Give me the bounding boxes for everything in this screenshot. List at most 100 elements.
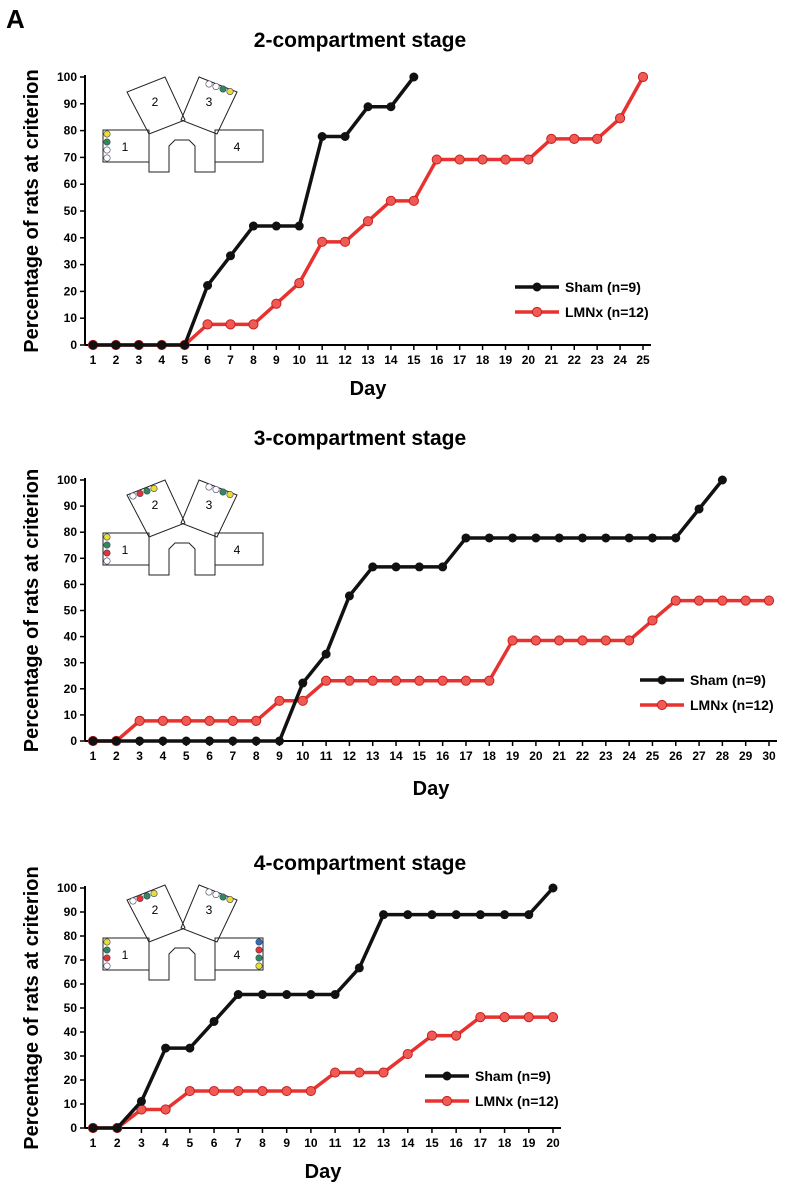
x-tick-label: 5 [186, 1136, 193, 1150]
y-tick-label: 10 [64, 311, 78, 325]
x-tick-label: 15 [413, 749, 427, 763]
chart-title: 2-compartment stage [254, 29, 466, 52]
x-tick-label: 9 [276, 749, 283, 763]
data-point-sham [298, 678, 308, 688]
x-tick-label: 25 [636, 353, 650, 367]
inset-object-marker [103, 549, 111, 557]
data-point-lmnx [451, 1030, 462, 1041]
data-point-lmnx [248, 319, 259, 330]
x-tick-label: 21 [553, 749, 567, 763]
data-point-sham [306, 990, 316, 1000]
legend-label: LMNx (n=12) [475, 1093, 559, 1109]
inset-object-marker [205, 888, 213, 896]
data-point-sham [554, 533, 564, 543]
data-point-lmnx [500, 154, 511, 165]
inset-room-label: 1 [122, 543, 129, 557]
x-tick-label: 22 [568, 353, 582, 367]
data-point-lmnx [160, 1104, 171, 1115]
y-axis-label: Percentage of rats at criterion [21, 866, 43, 1149]
data-point-sham [500, 910, 510, 920]
inset-room-label: 4 [234, 140, 241, 154]
legend-swatch-marker [657, 675, 667, 685]
x-tick-label: 7 [227, 353, 234, 367]
x-tick-label: 16 [436, 749, 450, 763]
panel-letter: A [6, 4, 25, 34]
x-tick-label: 30 [762, 749, 776, 763]
legend-swatch-marker [442, 1071, 452, 1081]
data-point-sham [524, 910, 534, 920]
series-line-lmnx [93, 76, 645, 347]
data-point-sham [248, 221, 258, 231]
y-tick-label: 40 [64, 1025, 78, 1039]
data-point-lmnx [477, 154, 488, 165]
x-tick-label: 18 [476, 353, 490, 367]
x-tick-label: 4 [160, 749, 167, 763]
data-point-lmnx [134, 715, 145, 727]
data-point-lmnx [305, 1085, 316, 1097]
data-point-sham [414, 562, 424, 572]
data-point-lmnx [274, 695, 285, 706]
data-point-lmnx [637, 71, 649, 83]
y-tick-label: 20 [64, 284, 78, 298]
x-tick-label: 3 [138, 1136, 145, 1150]
inset-object-marker [219, 488, 227, 496]
data-point-sham [209, 1016, 219, 1026]
data-point-lmnx [294, 277, 305, 289]
data-point-lmnx [530, 635, 541, 646]
data-point-sham [344, 591, 354, 601]
data-point-sham [282, 990, 292, 1000]
data-point-sham [531, 533, 541, 543]
inset-object-marker [219, 85, 227, 93]
data-point-lmnx [763, 595, 775, 606]
data-point-sham [233, 990, 243, 1000]
data-point-sham [251, 736, 261, 746]
inset-room-label: 4 [234, 948, 241, 962]
data-point-lmnx [546, 133, 557, 145]
x-tick-label: 28 [716, 749, 730, 763]
y-tick-label: 40 [64, 231, 78, 245]
x-tick-label: 8 [250, 353, 257, 367]
data-point-lmnx [390, 675, 402, 686]
legend-swatch-marker [531, 306, 543, 318]
data-point-lmnx [297, 695, 308, 706]
inset-room-label: 2 [152, 498, 159, 512]
data-point-lmnx [454, 154, 465, 165]
data-point-lmnx [184, 1085, 195, 1097]
y-tick-label: 100 [57, 881, 77, 895]
y-tick-label: 60 [64, 577, 78, 591]
data-point-lmnx [475, 1012, 486, 1023]
data-point-lmnx [600, 635, 611, 646]
x-tick-label: 11 [329, 1136, 342, 1150]
data-point-sham [203, 281, 213, 291]
x-tick-label: 10 [304, 1136, 318, 1150]
data-point-lmnx [499, 1012, 510, 1023]
data-point-sham [368, 562, 378, 572]
inset-object-marker [255, 954, 263, 962]
x-tick-label: 14 [384, 353, 398, 367]
data-point-sham [317, 131, 327, 141]
data-point-sham [717, 475, 727, 485]
x-tick-label: 20 [522, 353, 536, 367]
x-tick-label: 17 [474, 1136, 488, 1150]
x-tick-label: 19 [506, 749, 520, 763]
inset-object-marker [129, 492, 137, 500]
y-tick-label: 70 [64, 150, 78, 164]
data-point-sham [379, 910, 389, 920]
inset-object-marker [136, 489, 144, 497]
data-point-lmnx [181, 715, 192, 727]
data-point-sham [228, 736, 238, 746]
series-line-sham [93, 75, 416, 347]
x-axis-label: Day [305, 1161, 343, 1183]
x-tick-label: 9 [283, 1136, 290, 1150]
x-tick-label: 13 [366, 749, 380, 763]
data-point-sham [694, 504, 704, 514]
data-point-lmnx [523, 1012, 534, 1023]
data-point-lmnx [385, 195, 397, 206]
series-line-sham [93, 478, 724, 743]
x-tick-label: 19 [499, 353, 513, 367]
data-point-sham [321, 649, 331, 659]
y-tick-label: 30 [64, 656, 78, 670]
x-tick-label: 12 [343, 749, 357, 763]
data-point-sham [508, 533, 518, 543]
data-point-lmnx [507, 635, 518, 646]
